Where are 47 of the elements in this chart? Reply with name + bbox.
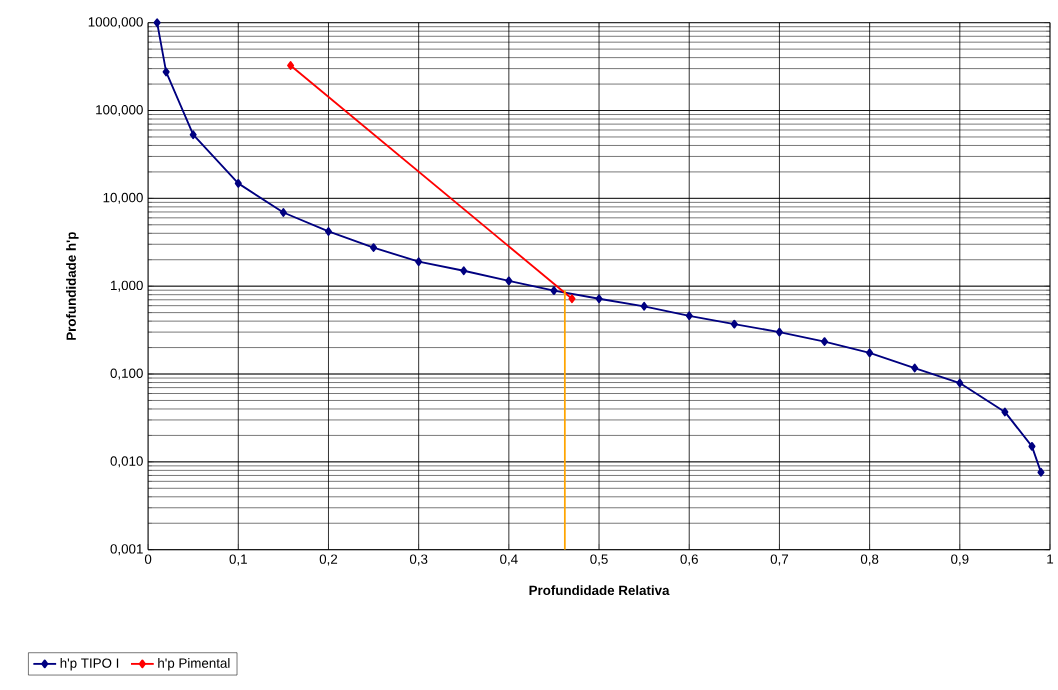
point: [640, 302, 648, 311]
y-tick-label: 0,100: [110, 368, 143, 380]
x-tick-label: 0,6: [680, 554, 698, 566]
point: [866, 348, 874, 358]
y-tick-label: 1,000: [111, 280, 143, 292]
point: [370, 243, 378, 253]
x-tick-label: 0,3: [409, 554, 428, 566]
point: [415, 257, 423, 267]
x-tick-label: 0,9: [951, 554, 969, 566]
point: [460, 266, 468, 276]
point: [1028, 442, 1036, 451]
point: [287, 61, 295, 71]
y-axis-title: Profundidade h'p: [66, 232, 79, 340]
x-tick-label: 0: [144, 554, 152, 564]
x-tick-label: 1: [1047, 554, 1054, 564]
point: [568, 294, 576, 304]
point: [324, 227, 333, 236]
point: [685, 311, 693, 321]
point: [550, 286, 558, 296]
x-tick-label: 0,5: [590, 554, 608, 566]
x-tick-label: 0,4: [500, 554, 518, 566]
y-tick-label: 100,000: [96, 105, 143, 117]
point: [820, 337, 829, 347]
point: [775, 327, 783, 337]
point: [1001, 407, 1009, 417]
point: [956, 378, 964, 388]
point: [911, 363, 919, 373]
x-tick-label: 0,7: [770, 554, 789, 566]
y-tick-label: 10,000: [103, 192, 143, 204]
point: [1037, 468, 1045, 477]
point: [505, 276, 513, 286]
y-tick-label: 0,001: [110, 544, 143, 556]
x-axis-title: Profundidade Relativa: [529, 585, 670, 596]
point: [189, 130, 197, 140]
point: [730, 319, 738, 329]
point: [162, 67, 170, 77]
point: [595, 294, 603, 304]
point: [234, 179, 242, 188]
y-tick-label: 0,010: [110, 456, 143, 468]
point: [153, 18, 161, 28]
y-tick-label: 1000,000: [88, 17, 143, 29]
legend-label: h'p TIPO I: [60, 658, 119, 671]
x-tick-label: 0,8: [860, 554, 879, 566]
point: [279, 208, 287, 218]
x-tick-label: 0,2: [319, 554, 338, 566]
x-tick-label: 0,1: [229, 554, 247, 566]
legend-label: h'p Pimental: [158, 658, 230, 671]
